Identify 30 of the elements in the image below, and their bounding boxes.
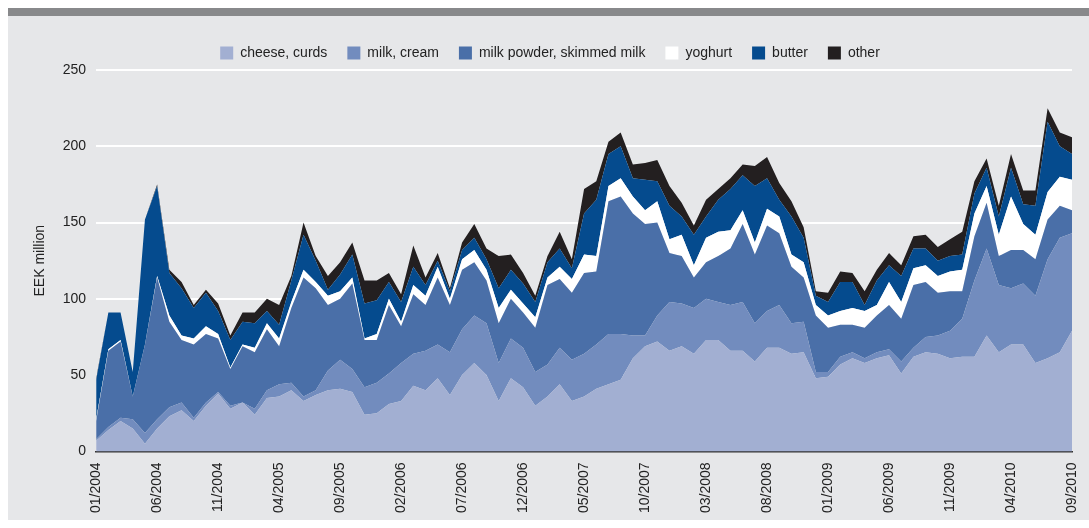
y-tick-label: 150 — [62, 213, 87, 230]
x-tick-label: 01/2009 — [818, 462, 835, 513]
x-tick-label: 08/2008 — [757, 462, 774, 513]
y-tick-label: 50 — [70, 365, 87, 382]
y-tick-label: 200 — [62, 137, 87, 154]
x-tick-label: 06/2004 — [148, 462, 165, 513]
y-tick-label: 250 — [62, 60, 87, 77]
x-tick-label: 05/2007 — [574, 462, 591, 513]
x-tick-label: 03/2008 — [696, 462, 713, 513]
x-tick-label: 02/2006 — [391, 462, 408, 513]
x-tick-label: 09/2005 — [330, 462, 347, 513]
x-tick-label: 04/2005 — [269, 462, 286, 513]
legend-label: milk powder, skimmed milk — [478, 43, 647, 60]
x-tick-label: 01/2004 — [87, 462, 104, 513]
x-tick-label: 11/2004 — [209, 462, 225, 512]
x-tick-label: 10/2007 — [635, 462, 652, 513]
x-tick-label: 11/2009 — [940, 462, 957, 512]
legend-label: yoghurt — [685, 43, 733, 60]
x-tick-label: 09/2010 — [1062, 462, 1079, 513]
x-tick-label: 12/2006 — [513, 462, 530, 513]
legend-label: cheese, curds — [240, 43, 328, 60]
y-tick-label: 100 — [62, 289, 87, 306]
x-tick-label: 04/2010 — [1001, 462, 1018, 513]
legend-label: butter — [772, 43, 809, 60]
legend-label: milk, cream — [367, 43, 439, 60]
y-tick-label: 0 — [78, 442, 87, 459]
x-tick-label: 06/2009 — [879, 462, 896, 513]
y-axis-title: EEK million — [31, 224, 48, 297]
legend-label: other — [847, 43, 881, 60]
x-tick-label: 07/2006 — [452, 462, 469, 513]
